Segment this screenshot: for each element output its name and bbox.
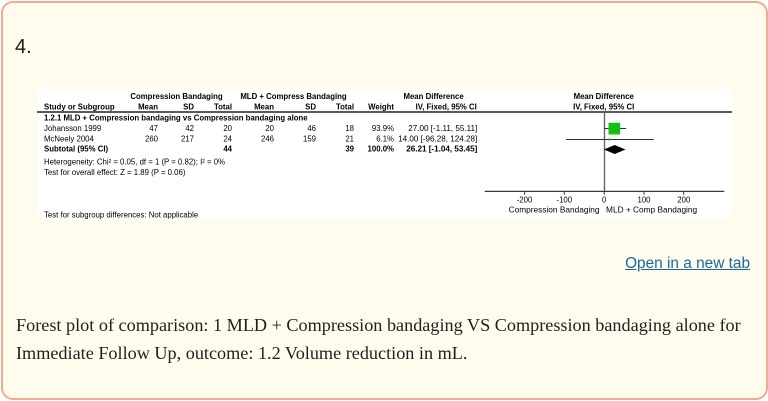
svg-text:6.1%: 6.1% (376, 134, 394, 143)
svg-text:159: 159 (303, 134, 316, 143)
svg-text:217: 217 (181, 134, 194, 143)
svg-text:Mean Difference: Mean Difference (403, 92, 464, 101)
svg-text:Mean Difference: Mean Difference (574, 92, 635, 101)
svg-text:Mean: Mean (138, 103, 158, 112)
svg-text:260: 260 (145, 134, 159, 143)
svg-text:27.00 [-1.11, 55.11]: 27.00 [-1.11, 55.11] (408, 124, 477, 133)
svg-text:47: 47 (149, 124, 158, 133)
svg-text:Total: Total (214, 103, 232, 112)
svg-text:42: 42 (185, 124, 194, 133)
svg-text:IV, Fixed, 95% CI: IV, Fixed, 95% CI (416, 103, 477, 112)
svg-text:MLD + Comp Bandaging: MLD + Comp Bandaging (606, 205, 697, 215)
svg-text:100.0%: 100.0% (368, 145, 395, 154)
svg-text:Weight: Weight (368, 103, 394, 112)
svg-text:Study or Subgroup: Study or Subgroup (44, 103, 115, 112)
svg-text:MLD + Compress Bandaging: MLD + Compress Bandaging (240, 92, 347, 101)
svg-text:26.21 [-1.04, 53.45]: 26.21 [-1.04, 53.45] (406, 145, 477, 154)
svg-text:44: 44 (223, 145, 232, 154)
svg-text:SD: SD (183, 103, 194, 112)
svg-text:Johansson 1999: Johansson 1999 (44, 124, 101, 133)
svg-text:Subtotal (95% CI): Subtotal (95% CI) (44, 145, 109, 154)
svg-text:IV, Fixed, 95% CI: IV, Fixed, 95% CI (573, 103, 634, 112)
svg-text:SD: SD (305, 103, 316, 112)
svg-text:200: 200 (677, 196, 691, 205)
svg-text:20: 20 (223, 124, 232, 133)
svg-text:20: 20 (265, 124, 274, 133)
svg-text:100: 100 (637, 196, 651, 205)
svg-text:Test for overall effect: Z = 1: Test for overall effect: Z = 1.89 (P = 0… (44, 168, 186, 177)
svg-text:14.00 [-96.28, 124.28]: 14.00 [-96.28, 124.28] (398, 134, 477, 143)
svg-text:24: 24 (223, 134, 232, 143)
svg-text:18: 18 (345, 124, 354, 133)
svg-text:46: 46 (307, 124, 316, 133)
svg-text:246: 246 (261, 134, 274, 143)
svg-text:Total: Total (336, 103, 354, 112)
svg-text:-100: -100 (556, 196, 572, 205)
svg-text:39: 39 (345, 145, 354, 154)
svg-text:McNeely 2004: McNeely 2004 (44, 134, 95, 143)
svg-text:Compression Bandaging: Compression Bandaging (130, 92, 223, 101)
svg-text:Compression Bandaging: Compression Bandaging (509, 205, 600, 215)
svg-text:Test for subgroup differences:: Test for subgroup differences: Not appli… (44, 211, 198, 219)
svg-text:Mean: Mean (254, 103, 274, 112)
svg-text:Heterogeneity: Chi² = 0.05, df: Heterogeneity: Chi² = 0.05, df = 1 (P = … (44, 158, 225, 167)
svg-text:0: 0 (602, 196, 607, 205)
svg-text:1.2.1 MLD + Compression bandag: 1.2.1 MLD + Compression bandaging vs Com… (44, 114, 308, 123)
svg-text:93.9%: 93.9% (372, 124, 394, 133)
svg-text:21: 21 (345, 134, 354, 143)
svg-text:-200: -200 (517, 196, 533, 205)
